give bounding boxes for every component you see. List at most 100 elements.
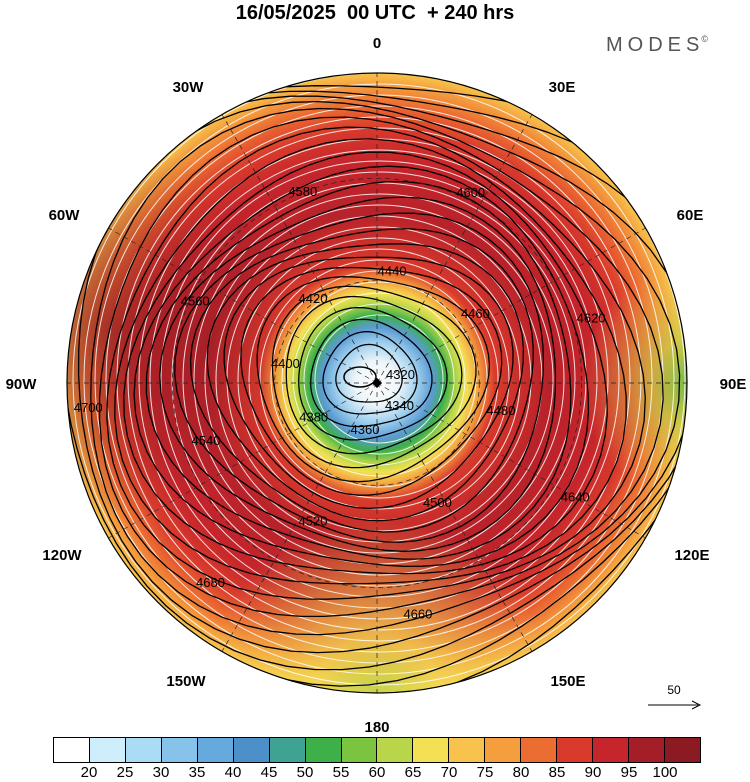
contour-label: 4460 [461,306,490,321]
contour-4740 [67,95,687,671]
contour-label: 4540 [192,433,221,448]
longitude-label: 120E [674,547,709,564]
longitude-label: 30W [173,79,205,96]
longitude-label: 90E [720,376,747,393]
longitude-label: 0 [373,35,381,52]
longitude-label: 90W [6,376,38,393]
contour-4660 [106,126,646,600]
colorbar-tick-label: 50 [296,764,314,781]
meridian-line [108,227,378,384]
meridian-line [376,114,533,384]
meridian-line [376,227,646,384]
contour-4440 [256,276,491,483]
streamline [149,149,609,609]
longitude-label: 180 [364,719,389,735]
streamline [83,83,675,675]
streamline [303,303,455,455]
streamline [160,160,598,598]
contour-4620 [123,151,608,575]
streamline [127,127,631,631]
streamline [314,314,444,444]
longitude-labels: 0 30E 60E 90E 120E 150E 180 150W 120W 90W 60W 30W [6,35,747,735]
contour-label: 4640 [561,490,590,505]
colorbar-segment [629,738,665,762]
wind-speed-field [67,73,687,693]
streamline [259,259,499,499]
colorbar-segment [377,738,414,762]
contour-label: 4700 [74,400,103,415]
colorbar-segment [269,738,306,762]
colorbar-segment [413,738,450,762]
contour-4560 [159,196,557,552]
contour-4760 [67,90,687,687]
contour-low-center [343,366,377,388]
colorbar-segment [89,738,126,762]
meridian-line [221,114,378,384]
contour-labels: 4320 4340 4360 4380 4400 4420 4440 4460 4480 4500… [74,184,606,622]
contour-4340 [322,331,418,415]
contour-label: 4660 [403,607,432,622]
contour-4580 [145,180,572,560]
geopotential-contours [67,85,687,693]
streamline [72,73,686,686]
graticule [67,73,687,693]
meridian-line [376,382,533,652]
colorbar-tick-label: 60 [368,764,386,781]
contour-4640 [114,138,627,585]
colorbar-tick-label: 25 [116,764,134,781]
colorbar-segment [54,738,90,762]
contour-label: 4420 [299,291,328,306]
colorbar-segment [125,738,162,762]
streamline [204,204,554,554]
contour-4420 [271,285,477,469]
colorbar-tick-labels: 20 25 30 35 40 45 50 55 60 65 70 75 80 85 90 95 100 [53,764,701,782]
contour-4680 [98,116,664,618]
streamline [281,281,477,477]
colorbar-segment [557,738,594,762]
longitude-label: 30E [549,79,576,96]
contour-label: 4320 [386,367,415,382]
colorbar-tick-label: 40 [224,764,242,781]
meridian-line [108,382,378,539]
reference-arrow-icon [691,700,702,710]
colorbar-segment [593,738,629,762]
contour-4520 [189,228,534,533]
contour-label: 4580 [288,184,317,199]
colorbar-tick-label: 65 [404,764,422,781]
colorbar-segment [341,738,378,762]
pole-marker-icon [372,378,382,388]
contour-4320 [335,343,403,403]
contour-4360 [310,318,433,428]
streamline [248,248,510,510]
reference-vector: 50 [648,683,702,710]
colorbar-tick-label: 80 [512,764,530,781]
parallel-line [274,280,480,486]
streamline [105,105,653,653]
brand-text: MODES [606,34,705,56]
contour-label: 4340 [385,398,414,413]
contour-4380 [298,306,448,441]
colorbar-tick-label: 75 [476,764,494,781]
map-title: 16/05/2025 00 UTC + 240 hrs [235,2,515,24]
contour-label: 4560 [181,293,210,308]
brand-mark: © [701,34,708,44]
meridian-line [376,382,646,539]
colorbar-tick-label: 95 [620,764,638,781]
polar-stereographic-map: 4320 4340 4360 4380 4400 4420 4440 4460 4480 4500… [6,35,747,735]
contour-label: 4680 [196,575,225,590]
contour-label: 4500 [423,495,452,510]
contour-4720 [77,100,687,654]
colorbar-segment [161,738,198,762]
contour-label: 4380 [299,410,328,425]
colorbar-segment [521,738,558,762]
longitude-label: 60W [49,207,81,224]
contour-4600 [133,165,590,567]
colorbar-segment [485,738,522,762]
colorbar-segment [449,738,486,762]
contour-label: 4620 [577,310,606,325]
colorbar-segment [233,738,270,762]
colorbar-tick-label: 55 [332,764,350,781]
meridian-line [221,382,378,652]
contour-4460 [240,266,503,496]
wind-speed-colorbar [53,737,701,763]
